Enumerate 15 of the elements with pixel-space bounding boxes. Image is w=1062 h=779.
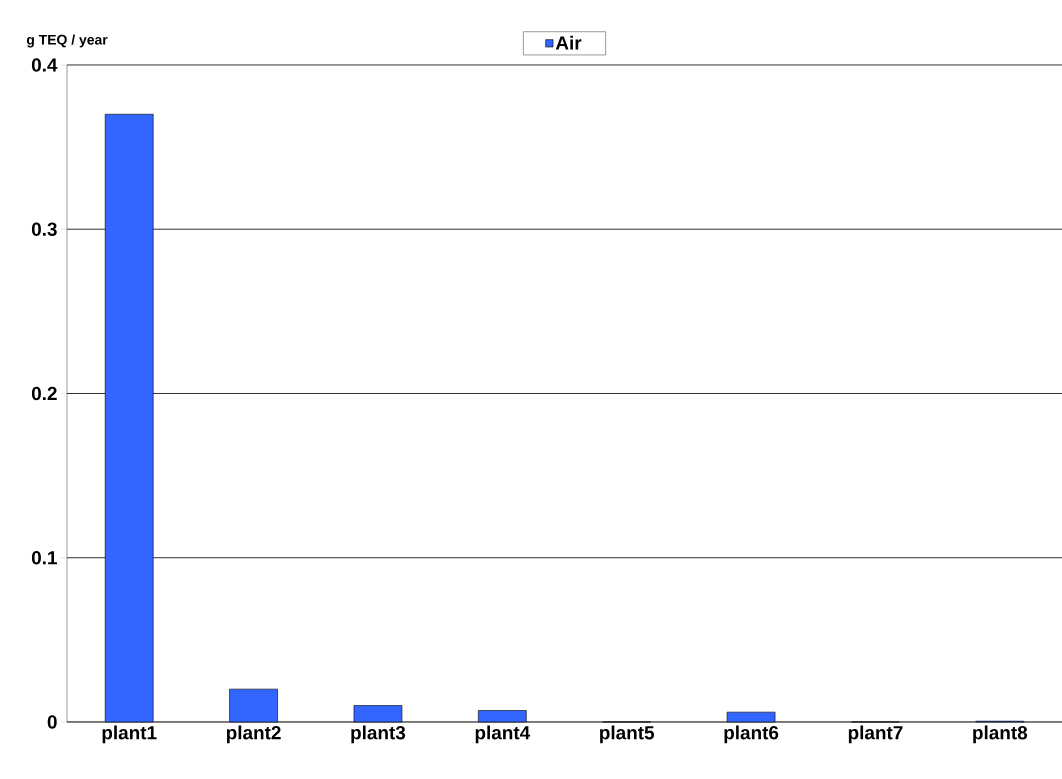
x-tick-label: plant7 (848, 725, 903, 744)
x-tick-label: plant6 (724, 725, 779, 744)
y-tick-label: 0.1 (31, 551, 57, 565)
x-tick-label: plant4 (475, 725, 531, 744)
x-tick-label: plant3 (351, 725, 406, 744)
y-tick-label: 0.2 (31, 386, 57, 401)
x-tick-label: plant5 (600, 725, 655, 744)
y-axis-title: g TEQ / year (26, 34, 108, 48)
y-tick-label: 0.4 (31, 58, 58, 72)
x-tick-label: plant1 (102, 725, 157, 744)
y-tick-label: 0 (47, 715, 57, 729)
y-tick-label: 0.3 (31, 222, 57, 236)
x-tick-label: plant8 (973, 725, 1028, 744)
x-tick-label: plant2 (226, 725, 281, 744)
legend-label: Air (555, 35, 582, 50)
